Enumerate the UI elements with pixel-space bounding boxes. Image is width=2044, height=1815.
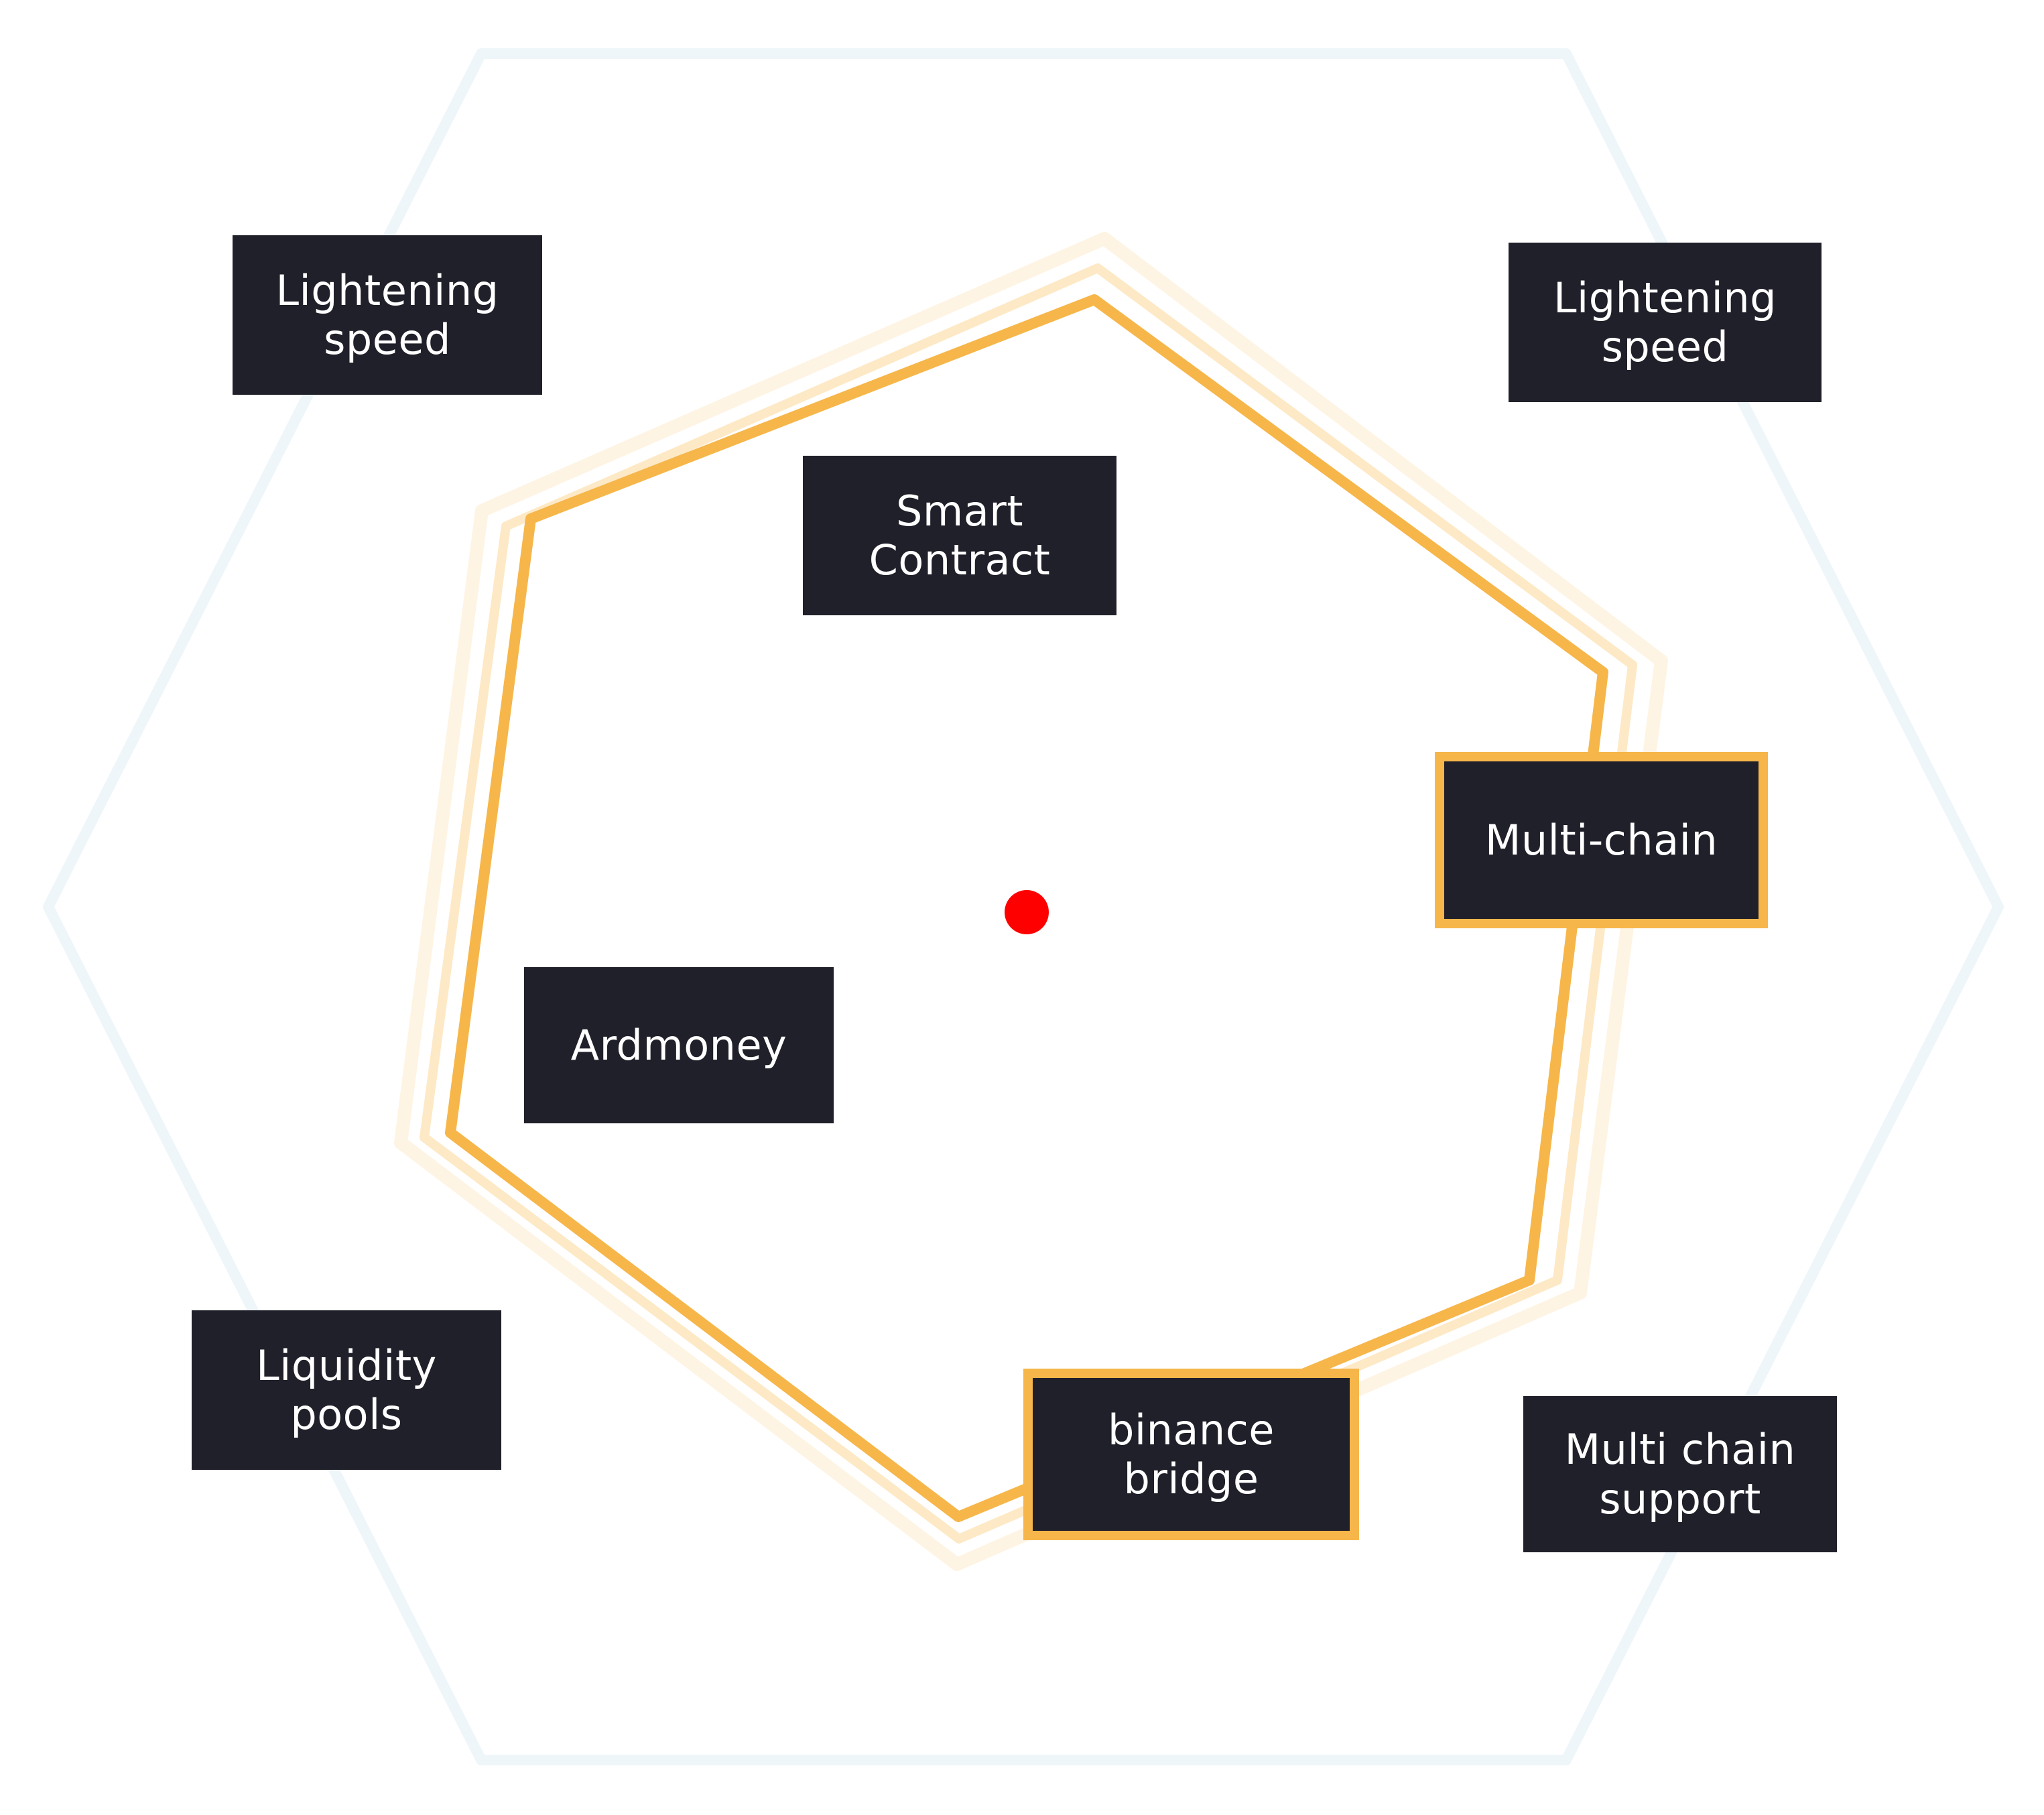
- node-smart-contract: Smart Contract: [803, 456, 1116, 615]
- node-ardmoney: Ardmoney: [524, 967, 834, 1123]
- node-multi-chain-support: Multi chain support: [1523, 1396, 1837, 1552]
- node-label: Smart Contract: [869, 486, 1051, 584]
- inner-glow-ring-outer: [394, 232, 1668, 1571]
- inner-hexagon: [445, 294, 1608, 1522]
- node-label: Lightening speed: [1553, 273, 1777, 371]
- center-dot: [1005, 890, 1049, 934]
- node-multi-chain: Multi-chain: [1435, 752, 1768, 928]
- node-label: Ardmoney: [570, 1020, 787, 1070]
- node-lightening-speed-right: Lightening speed: [1509, 243, 1822, 402]
- node-lightening-speed-left: Lightening speed: [233, 235, 542, 395]
- node-binance-bridge: binance bridge: [1023, 1369, 1359, 1540]
- node-label: binance bridge: [1108, 1405, 1275, 1503]
- inner-glow-ring-middle: [420, 263, 1637, 1544]
- node-label: Multi-chain: [1484, 815, 1718, 865]
- outer-hexagon: [43, 48, 2004, 1765]
- node-label: Liquidity pools: [256, 1340, 437, 1439]
- node-liquidity-pools: Liquidity pools: [192, 1310, 501, 1470]
- node-label: Multi chain support: [1564, 1425, 1796, 1523]
- node-label: Lightening speed: [275, 265, 499, 364]
